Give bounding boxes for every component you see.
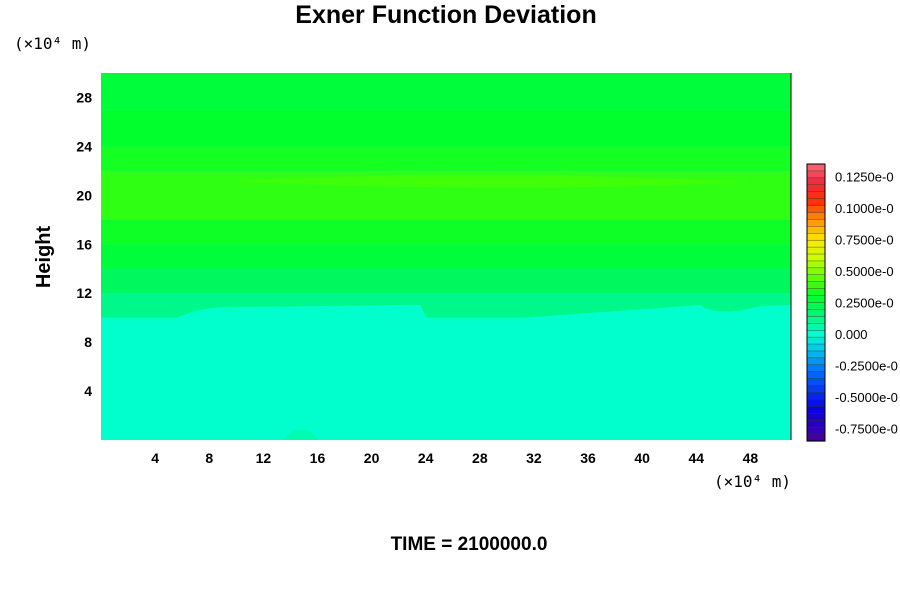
colorbar-swatch xyxy=(806,343,826,352)
colorbar-frame xyxy=(806,163,826,442)
plot-area xyxy=(101,73,792,440)
y-tick-label: 20 xyxy=(76,187,92,203)
colorbar-swatch xyxy=(806,198,826,207)
field-band xyxy=(101,109,791,147)
colorbar-swatch xyxy=(806,295,826,304)
y-tick-label: 12 xyxy=(76,285,92,301)
x-tick-label: 36 xyxy=(580,450,596,466)
colorbar-swatch xyxy=(806,385,826,394)
colorbar-swatch xyxy=(806,399,826,407)
colorbar-swatch xyxy=(806,274,826,283)
field-band xyxy=(101,268,791,294)
colorbar-label: 0.5000e-0 xyxy=(835,264,894,279)
x-tick-label: 16 xyxy=(310,450,326,466)
colorbar-swatch xyxy=(806,330,826,338)
colorbar-label: -0.2500e-0 xyxy=(835,358,898,373)
y-axis-label: Height xyxy=(33,226,55,289)
y-tick-label: 16 xyxy=(76,236,92,252)
colorbar-swatch xyxy=(806,426,826,435)
x-tick-label: 12 xyxy=(256,450,272,466)
colorbar-swatch xyxy=(806,406,826,414)
y-tick-label: 8 xyxy=(84,334,92,350)
field-band xyxy=(101,73,791,110)
y-tick-label: 24 xyxy=(76,138,92,154)
colorbar-label: 0.1250e-0 xyxy=(835,170,894,185)
colorbar-swatch xyxy=(806,267,826,276)
colorbar-swatch xyxy=(806,378,826,387)
colorbar-swatch xyxy=(806,350,826,359)
colorbar-swatch xyxy=(806,163,826,172)
x-tick-label: 24 xyxy=(418,450,434,466)
x-tick-label: 20 xyxy=(364,450,380,466)
colorbar-swatch xyxy=(806,288,826,297)
y-unit-label: (×10⁴ m) xyxy=(14,34,91,53)
colorbar-swatch xyxy=(806,336,826,345)
colorbar-swatch xyxy=(806,281,826,290)
colorbar-swatch xyxy=(806,170,826,179)
colorbar-swatch xyxy=(806,357,826,366)
colorbar-swatch xyxy=(806,433,826,442)
colorbar-label: 0.000 xyxy=(835,327,868,342)
colorbar-swatch xyxy=(806,420,826,428)
y-tick-label: 28 xyxy=(76,89,92,105)
x-tick-label: 40 xyxy=(634,450,650,466)
colorbar-label: 0.2500e-0 xyxy=(835,296,894,311)
field-band xyxy=(101,146,791,171)
colorbar-swatch xyxy=(806,233,826,241)
colorbar-label: -0.7500e-0 xyxy=(835,421,898,436)
x-tick-label: 28 xyxy=(472,450,488,466)
y-tick-labels: 4 8 12 16 20 24 28 xyxy=(76,89,92,399)
x-tick-label: 4 xyxy=(151,450,159,466)
colorbar-label: 0.1000e-0 xyxy=(835,201,894,216)
colorbar: 0.1250e-0 0.1000e-0 0.7500e-0 0.5000e-0 0.25… xyxy=(806,163,898,442)
field-surface-patch xyxy=(283,429,318,440)
x-tick-label: 32 xyxy=(526,450,542,466)
colorbar-swatch xyxy=(806,246,826,255)
colorbar-swatch xyxy=(806,219,826,227)
colorbar-label: -0.5000e-0 xyxy=(835,390,898,405)
colorbar-swatch xyxy=(806,184,826,193)
time-label: TIME = 2100000.0 xyxy=(391,534,548,555)
x-tick-label: 44 xyxy=(689,450,705,466)
colorbar-swatch xyxy=(806,364,826,373)
colorbar-swatch xyxy=(806,239,826,248)
colorbar-swatch xyxy=(806,309,826,317)
field-streak xyxy=(230,175,745,188)
colorbar-swatch xyxy=(806,260,826,269)
colorbar-swatch xyxy=(806,323,826,331)
field-low-region xyxy=(101,305,791,440)
colorbar-swatch xyxy=(806,302,826,311)
colorbar-swatch xyxy=(806,205,826,214)
field-band xyxy=(101,219,791,245)
colorbar-label: 0.7500e-0 xyxy=(835,233,894,248)
colorbar-swatch xyxy=(806,177,826,186)
field-band xyxy=(101,244,791,269)
y-tick-label: 4 xyxy=(84,383,92,399)
colorbar-swatch xyxy=(806,371,826,380)
x-tick-labels: 4 8 12 16 20 24 28 32 36 40 44 48 xyxy=(151,450,758,466)
colorbar-swatch xyxy=(806,392,826,401)
colorbar-swatch xyxy=(806,253,826,262)
colorbar-swatch xyxy=(806,191,826,200)
x-unit-label: (×10⁴ m) xyxy=(714,472,791,491)
colorbar-swatch xyxy=(806,413,826,421)
x-tick-label: 48 xyxy=(743,450,759,466)
colorbar-swatch xyxy=(806,226,826,234)
colorbar-swatch xyxy=(806,212,826,221)
chart-title: Exner Function Deviation xyxy=(295,1,596,29)
colorbar-swatch xyxy=(806,316,826,324)
x-tick-label: 8 xyxy=(205,450,213,466)
